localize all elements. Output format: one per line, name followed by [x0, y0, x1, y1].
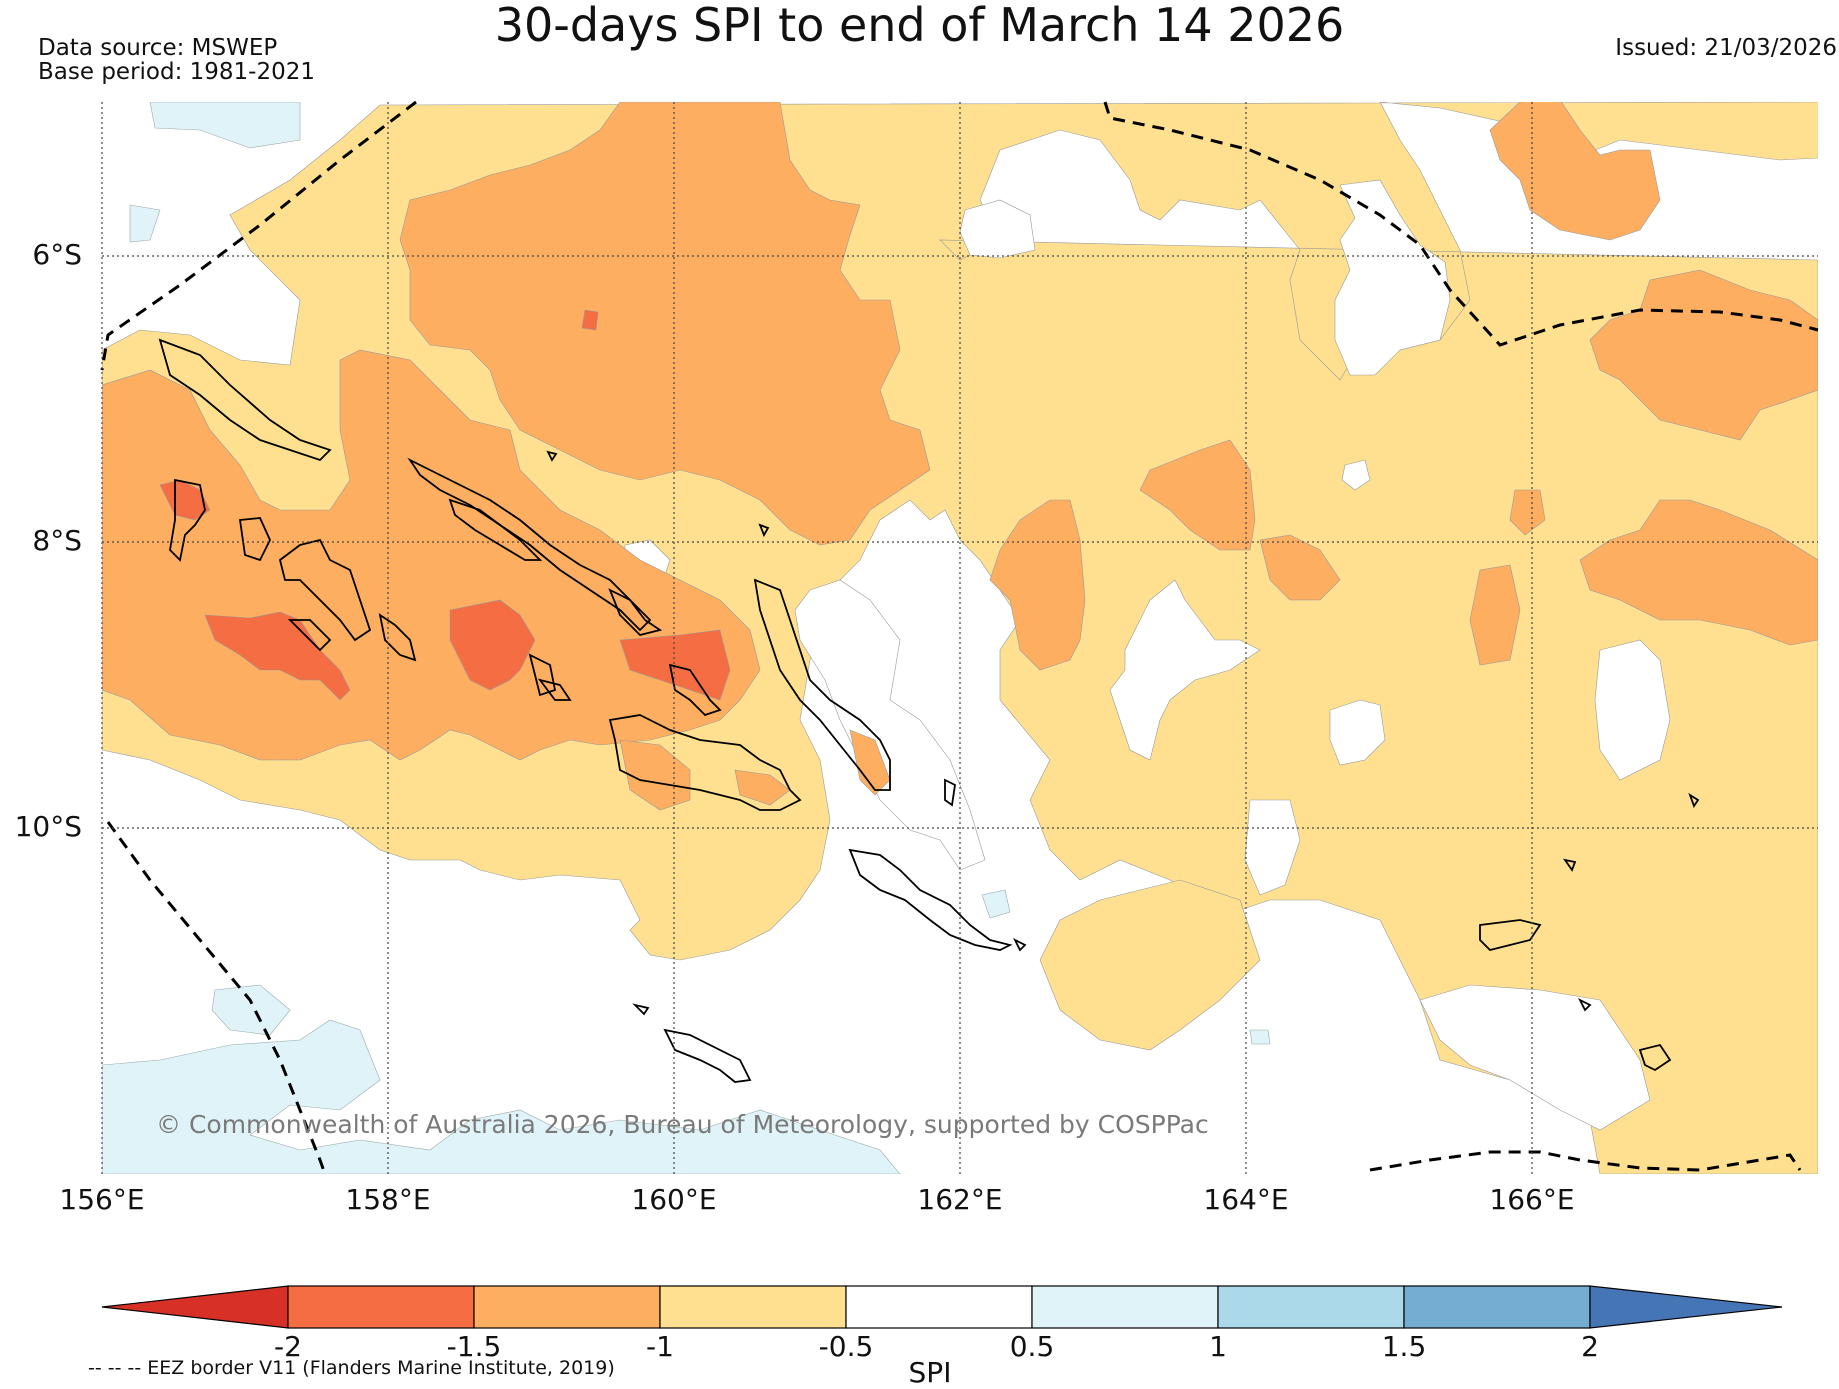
- spi-patch-light-blue: [149, 102, 301, 149]
- island-outline: [1638, 1043, 1672, 1072]
- copyright-watermark: © Commonwealth of Australia 2026, Bureau…: [156, 1110, 1209, 1139]
- coastline-layer: [158, 338, 1700, 1083]
- island-outline: [1562, 858, 1577, 872]
- eez-border-layer: [100, 100, 1819, 1175]
- eez-border: [106, 821, 327, 1175]
- colorbar-tick: -2: [274, 1330, 302, 1363]
- spi-patch-light-blue: [1249, 1029, 1271, 1045]
- lon-label-160e: 160°E: [631, 1183, 717, 1216]
- eez-border: [100, 100, 417, 371]
- spi-patch-white: [1594, 639, 1671, 781]
- spi-patch-white: [959, 199, 1036, 259]
- colorbar-segments: [101, 1285, 1783, 1329]
- colorbar-arrow-low: [101, 1285, 289, 1329]
- colorbar-tick: 0.5: [1009, 1330, 1055, 1363]
- island-outline: [407, 457, 652, 632]
- island-outline: [287, 619, 332, 652]
- lon-label-158e: 158°E: [345, 1183, 431, 1216]
- spi-patch-red: [619, 629, 731, 701]
- island-outline: [1479, 919, 1542, 951]
- spi-patch-red: [204, 611, 351, 701]
- colorbar-segment: [287, 1285, 475, 1329]
- issued-date-label: Issued: 21/03/2026: [1615, 35, 1837, 61]
- spi-patch-orange: [1589, 269, 1818, 441]
- spi-patch-orange: [849, 729, 891, 796]
- spi-patch-light-blue: [129, 204, 161, 243]
- colorbar-tick: 1: [1209, 1330, 1227, 1363]
- spi-colorbar: [101, 1285, 1783, 1329]
- base-period-label: Base period: 1981-2021: [38, 59, 316, 85]
- island-outline: [668, 663, 722, 717]
- island-outline: [608, 588, 663, 636]
- map-title: 30-days SPI to end of March 14 2026: [494, 0, 1345, 52]
- colorbar-segment: [1217, 1285, 1405, 1329]
- spi-patch-orange: [1139, 439, 1256, 551]
- spi-patch-white: [1244, 799, 1301, 896]
- island-outline: [663, 1028, 752, 1083]
- lat-label-8s: 8°S: [32, 524, 82, 557]
- spi-patch-orange: [1259, 534, 1341, 601]
- lon-label-164e: 164°E: [1203, 1183, 1289, 1216]
- colorbar-tick: -1.5: [446, 1330, 502, 1363]
- lat-label-6s: 6°S: [32, 238, 82, 271]
- island-outline: [528, 653, 557, 697]
- spi-patch-orange: [619, 739, 691, 811]
- spi-patch-light-blue: [102, 1019, 901, 1174]
- island-outline: [169, 478, 206, 562]
- spi-patch-white: [1109, 579, 1261, 761]
- lon-label-166e: 166°E: [1489, 1183, 1575, 1216]
- spi-patch-white: [794, 579, 986, 871]
- spi-patch-red: [581, 309, 599, 331]
- spi-patch-white: [1329, 699, 1386, 766]
- spi-patch-orange: [1509, 489, 1546, 536]
- data-source-label: Data source: MSWEP: [38, 35, 278, 61]
- spi-patch-white: [1341, 459, 1371, 491]
- island-outline: [158, 338, 332, 462]
- island-outline: [1577, 997, 1592, 1012]
- colorbar-segment: [659, 1285, 847, 1329]
- island-outline: [378, 613, 417, 662]
- island-outline: [632, 1003, 650, 1016]
- spi-patch-white: [1334, 179, 1451, 376]
- spi-patch-orange: [1469, 564, 1521, 666]
- island-outline: [1012, 937, 1027, 952]
- island-outline: [848, 848, 1013, 951]
- spi-patch-white: [1419, 984, 1651, 1131]
- eez-border: [1103, 101, 1819, 347]
- lon-label-162e: 162°E: [917, 1183, 1003, 1216]
- eez-border: [1369, 1150, 1802, 1172]
- island-outline: [608, 714, 802, 811]
- island-outline: [753, 578, 891, 791]
- island-outline: [1688, 792, 1700, 808]
- spi-patch-orange: [399, 102, 931, 546]
- colorbar-tick: 1.5: [1381, 1330, 1427, 1363]
- colorbar-segment: [1403, 1285, 1591, 1329]
- colorbar-tick: -1: [646, 1330, 674, 1363]
- spi-patch-light-blue: [211, 984, 291, 1036]
- colorbar-tick: 2: [1581, 1330, 1599, 1363]
- spi-patch-yellow: [1039, 879, 1261, 1051]
- island-outline: [238, 517, 271, 562]
- spi-patch-light-blue: [981, 889, 1011, 919]
- eez-legend-note: -- -- -- EEZ border V11 (Flanders Marine…: [88, 1357, 615, 1379]
- colorbar-segment: [1031, 1285, 1219, 1329]
- colorbar-tick: -0.5: [818, 1330, 874, 1363]
- island-outline: [944, 778, 956, 807]
- colorbar-segment: [473, 1285, 661, 1329]
- island-outline: [546, 450, 558, 462]
- island-outline: [758, 523, 770, 538]
- spi-patch-red: [449, 599, 536, 691]
- colorbar-label: SPI: [908, 1356, 952, 1389]
- colorbar-arrow-high: [1589, 1285, 1783, 1329]
- island-outline: [278, 538, 372, 642]
- lon-label-156e: 156°E: [59, 1183, 145, 1216]
- graticule-layer: [101, 102, 1818, 1174]
- colorbar-segment: [845, 1285, 1033, 1329]
- spi-patch-orange: [1489, 102, 1661, 241]
- spi-patch-orange: [1579, 499, 1818, 646]
- island-outline: [448, 498, 543, 561]
- lat-label-10s: 10°S: [14, 810, 82, 843]
- spi-patch-orange: [734, 769, 791, 806]
